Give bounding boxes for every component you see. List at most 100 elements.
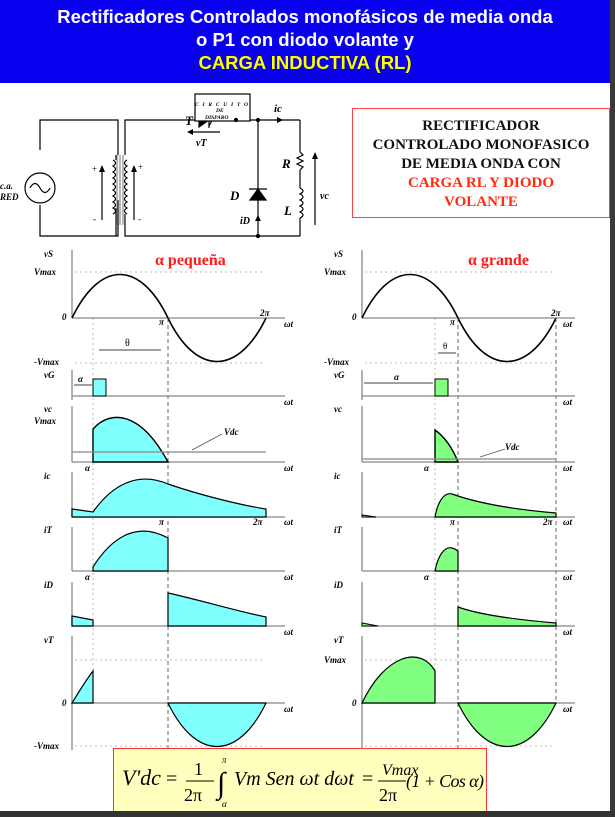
vc-axis-label: vc (334, 404, 342, 414)
neg-vmax-label: -Vmax (34, 741, 60, 750)
neg-vmax-label: -Vmax (324, 357, 350, 367)
theta-label: θ (125, 338, 130, 349)
vdc-label: Vdc (505, 442, 520, 452)
header-line-1: Rectificadores Controlados monofásicos d… (57, 6, 553, 27)
formula-eq1: = (166, 768, 177, 790)
wt-label: ωt (563, 319, 573, 329)
two-pi-label: 2π (550, 308, 562, 318)
theta-label: θ (443, 341, 447, 351)
load-current-label: ic (274, 103, 282, 115)
pi-label: π (159, 517, 165, 527)
vg-axis-label: vG (44, 370, 55, 380)
titlebox-line-3: DE MEDIA ONDA CON (401, 156, 561, 172)
titlebox-line-1: RECTIFICADOR (422, 118, 540, 134)
wt-label: ωt (563, 704, 573, 714)
vmax-label: Vmax (34, 267, 57, 277)
waveforms-alpha-large: α grande vS Vmax -Vmax 0 π 2π ωt θ vG α … (324, 249, 575, 750)
wt-label: ωt (284, 319, 294, 329)
formula-frac2-den: 2π (379, 785, 397, 805)
window-right-edge (610, 0, 615, 817)
zero-label: 0 (352, 698, 357, 708)
wt-label: ωt (563, 463, 573, 473)
vt-axis-label: vT (334, 635, 344, 645)
formula-frac2-num: Vmax (382, 762, 418, 779)
titlebox-line-5: VOLANTE (444, 194, 518, 210)
vmax-label: Vmax (324, 655, 347, 665)
resistor-label: R (281, 156, 291, 171)
formula-int-lower: α (222, 799, 227, 809)
vt-axis-label: vT (44, 635, 54, 645)
vdc-label: Vdc (224, 427, 239, 437)
thyristor-voltage-label: vT (196, 138, 207, 149)
wt-label: ωt (284, 704, 294, 714)
zero-label: 0 (62, 698, 67, 708)
primary-plus: + (92, 164, 97, 174)
titlebox-line-4: CARGA RL Y DIODO (408, 175, 554, 191)
two-pi-label: 2π (259, 308, 271, 318)
integral-sign: ∫ (215, 767, 227, 802)
vmax-label: Vmax (34, 416, 57, 426)
trigger-label-2: DE (215, 108, 224, 114)
rectifier-title-box: RECTIFICADOR CONTROLADO MONOFASICO DE ME… (352, 108, 610, 218)
vdc-formula-box: V'dc = 1 2π ∫ π α Vm Sen ωt dωt = Vmax 2… (113, 748, 487, 812)
zero-label: 0 (352, 312, 357, 322)
alpha-label: α (424, 572, 430, 582)
waveforms-alpha-small: α pequeña vS Vmax -Vmax 0 π 2π ωt θ vG α… (34, 249, 294, 750)
wt-label: ωt (284, 397, 294, 407)
secondary-plus: + (138, 162, 143, 172)
pi-label: π (450, 517, 456, 527)
wt-label: ωt (284, 517, 294, 527)
diode-label: D (229, 188, 240, 203)
alpha-large-title: α grande (468, 252, 529, 269)
header-line-3: CARGA INDUCTIVA (RL) (198, 52, 412, 73)
vs-axis-label: vS (44, 249, 53, 259)
alpha-label: α (85, 572, 91, 582)
wt-label: ωt (563, 627, 573, 637)
ic-axis-label: ic (334, 471, 341, 481)
wt-label: ωt (284, 572, 294, 582)
formula-lhs: V'dc (122, 765, 161, 790)
wt-label: ωt (563, 517, 573, 527)
formula-frac1-den: 2π (184, 785, 202, 805)
thyristor-label: T (185, 113, 194, 128)
titlebox-line-2: CONTROLADO MONOFASICO (372, 137, 590, 153)
formula-integrand: Vm Sen ωt dωt (234, 768, 354, 790)
wt-label: ωt (563, 572, 573, 582)
window-bottom-edge (0, 811, 615, 817)
load-voltage-label: vc (320, 191, 329, 202)
wt-label: ωt (563, 397, 573, 407)
wt-label: ωt (284, 627, 294, 637)
alpha-label: α (424, 463, 430, 473)
alpha-small-title: α pequeña (155, 252, 226, 269)
wt-label: ωt (284, 463, 294, 473)
formula-int-upper: π (222, 755, 227, 765)
pi-label: π (159, 317, 165, 327)
formula-tail: (1 + Cos α) (406, 771, 484, 792)
diode-current-label: iD (240, 216, 250, 227)
secondary-minus: - (138, 214, 141, 224)
source-label-ca: c.a. (0, 181, 13, 191)
trigger-label-3: DISPARO (204, 115, 228, 121)
alpha-label-vg: α (78, 374, 84, 384)
alpha-label: α (85, 463, 91, 473)
inductor-label: L (283, 203, 292, 218)
id-axis-label: iD (334, 580, 344, 590)
zero-label: 0 (62, 312, 67, 322)
formula-frac1-num: 1 (194, 759, 203, 779)
ic-axis-label: ic (44, 471, 51, 481)
vmax-label: Vmax (324, 267, 347, 277)
formula-eq2: = (362, 768, 373, 790)
primary-minus: - (93, 214, 96, 224)
it-axis-label: iT (44, 525, 53, 535)
neg-vmax-label: -Vmax (34, 357, 60, 367)
two-pi-label: 2π (542, 517, 554, 527)
pi-label: π (450, 317, 456, 327)
header-line-2: o P1 con diodo volante y (196, 29, 414, 50)
id-axis-label: iD (44, 580, 54, 590)
slide-header: Rectificadores Controlados monofásicos d… (0, 0, 610, 83)
it-axis-label: iT (334, 525, 343, 535)
two-pi-label: 2π (252, 517, 264, 527)
vc-axis-label: vc (44, 404, 52, 414)
vg-axis-label: vG (334, 370, 345, 380)
vs-axis-label: vS (334, 249, 343, 259)
